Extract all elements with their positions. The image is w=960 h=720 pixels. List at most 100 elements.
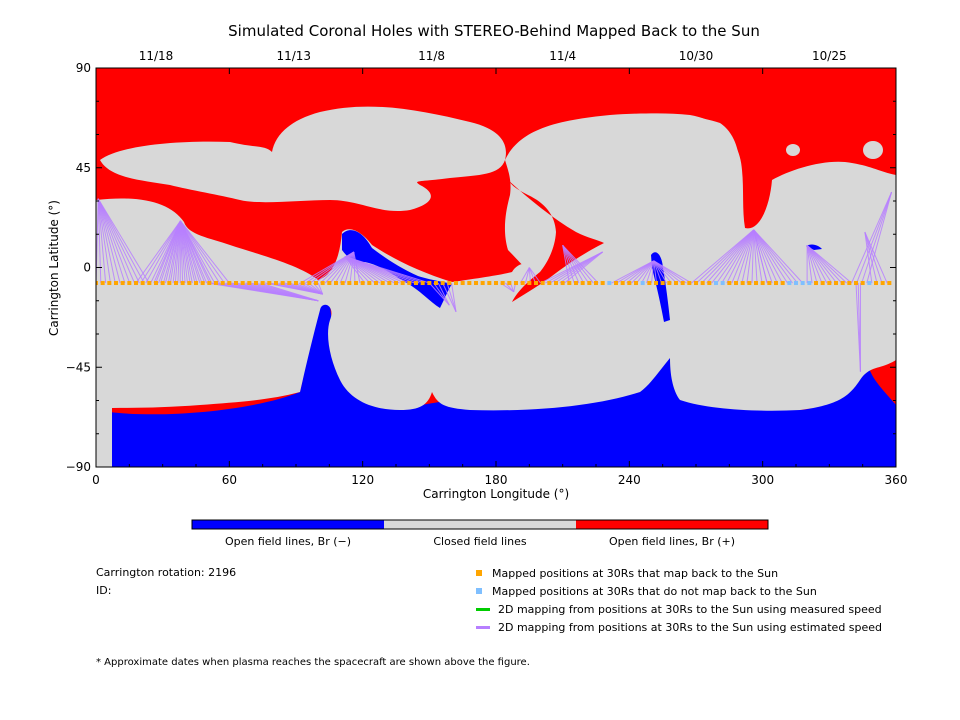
mapped-position: [220, 281, 225, 286]
mapped-position: [507, 281, 512, 286]
mapped-position: [114, 281, 118, 286]
mapping-line: [135, 220, 181, 284]
mapped-position: [820, 281, 825, 286]
mapped-position: [654, 281, 658, 286]
mapping-line: [344, 255, 430, 284]
mapped-position: [667, 281, 672, 286]
mapping-line: [180, 220, 220, 284]
mapped-position: [600, 281, 605, 286]
mapping-line: [806, 245, 818, 284]
mapped-position: [294, 281, 298, 286]
mapping-line: [562, 245, 580, 284]
x-tick-label: 0: [92, 473, 100, 487]
unmapped-position: [714, 281, 718, 286]
mapping-line: [864, 231, 873, 284]
unmapped-position: [787, 281, 792, 286]
mapping-lines: [96, 191, 893, 372]
mapped-position: [734, 281, 738, 286]
mapped-position: [740, 281, 745, 286]
mapping-line: [97, 198, 145, 284]
legend-label-mapped: Mapped positions at 30Rs that map back t…: [492, 566, 779, 580]
mapped-position: [194, 281, 198, 286]
mapped-position: [460, 281, 465, 286]
mapped-position: [227, 281, 232, 286]
x-axis-label: Carrington Longitude (°): [423, 487, 569, 501]
date-tick-label: 11/8: [418, 49, 445, 63]
mapping-line: [851, 191, 893, 284]
mapped-position: [247, 281, 252, 286]
mapping-line: [753, 229, 763, 284]
mapping-line: [562, 245, 590, 284]
mapping-line: [180, 220, 230, 284]
x-tick-label: 60: [222, 473, 237, 487]
blue-square-icon: [476, 588, 482, 594]
closed-island-2: [863, 141, 883, 159]
mapping-line: [562, 245, 585, 284]
unmapped-position: [867, 281, 872, 286]
date-tick-label: 11/13: [276, 49, 311, 63]
mapped-position: [500, 281, 505, 286]
y-tick-label: 0: [83, 261, 91, 275]
mapped-position: [480, 281, 485, 286]
mapped-position: [474, 281, 478, 286]
mapping-line: [505, 282, 515, 293]
mapping-line: [528, 267, 531, 284]
mapping-line: [528, 267, 541, 284]
mapping-line: [864, 231, 888, 284]
mapped-position: [300, 281, 305, 286]
mapping-line: [562, 245, 575, 284]
mapped-position: [887, 281, 892, 286]
mapped-position: [207, 281, 212, 286]
mapped-position: [374, 281, 378, 286]
colorbar-closed: [384, 520, 576, 529]
mapping-line: [169, 220, 181, 284]
y-tick-label: 90: [76, 61, 91, 75]
mapping-line: [753, 229, 783, 284]
mapping-line: [180, 220, 216, 284]
mapped-position: [434, 281, 438, 286]
mapping-line: [806, 245, 828, 284]
green-line-icon: [476, 607, 490, 611]
mapping-line: [706, 229, 755, 284]
y-tick-label: −45: [66, 360, 91, 374]
mapped-position: [574, 281, 578, 286]
mapped-position: [660, 281, 665, 286]
mapping-line: [751, 229, 755, 284]
positive-hole-center: [508, 180, 604, 302]
mapped-position: [747, 281, 752, 286]
mapped-position: [634, 281, 638, 286]
mapping-line: [806, 244, 843, 284]
mapped-position: [234, 281, 238, 286]
mapped-position: [274, 281, 278, 286]
mapped-position: [547, 281, 552, 286]
mapping-line: [626, 260, 655, 284]
closed-island-1: [786, 144, 800, 156]
mapping-line: [651, 260, 655, 284]
mapped-position: [594, 281, 598, 286]
legend-label-unmapped: Mapped positions at 30Rs that do not map…: [492, 584, 817, 598]
mapping-line: [864, 231, 883, 284]
mapped-position: [427, 281, 432, 286]
mapped-position: [214, 281, 218, 286]
legend-label-estimated: 2D mapping from positions at 30Rs to the…: [498, 620, 883, 634]
mapping-line: [179, 220, 191, 284]
date-tick-label: 10/30: [679, 49, 714, 63]
mapped-position: [260, 281, 265, 286]
mapping-line: [653, 260, 658, 284]
mapped-positions: [96, 281, 892, 286]
mapping-line: [339, 251, 355, 284]
mapping-line: [433, 282, 450, 306]
mapped-position: [354, 281, 358, 286]
mapped-position: [534, 281, 538, 286]
mapped-position: [394, 281, 398, 286]
x-tick-label: 180: [485, 473, 508, 487]
mapping-line: [344, 256, 376, 284]
mapped-position: [360, 281, 365, 286]
mapped-position: [874, 281, 878, 286]
mapping-line: [653, 260, 663, 284]
negative-hole-center-left: [342, 230, 452, 308]
mapping-line: [562, 245, 570, 284]
mapped-position: [367, 281, 372, 286]
mapped-position: [860, 281, 865, 286]
mapped-position: [760, 281, 765, 286]
